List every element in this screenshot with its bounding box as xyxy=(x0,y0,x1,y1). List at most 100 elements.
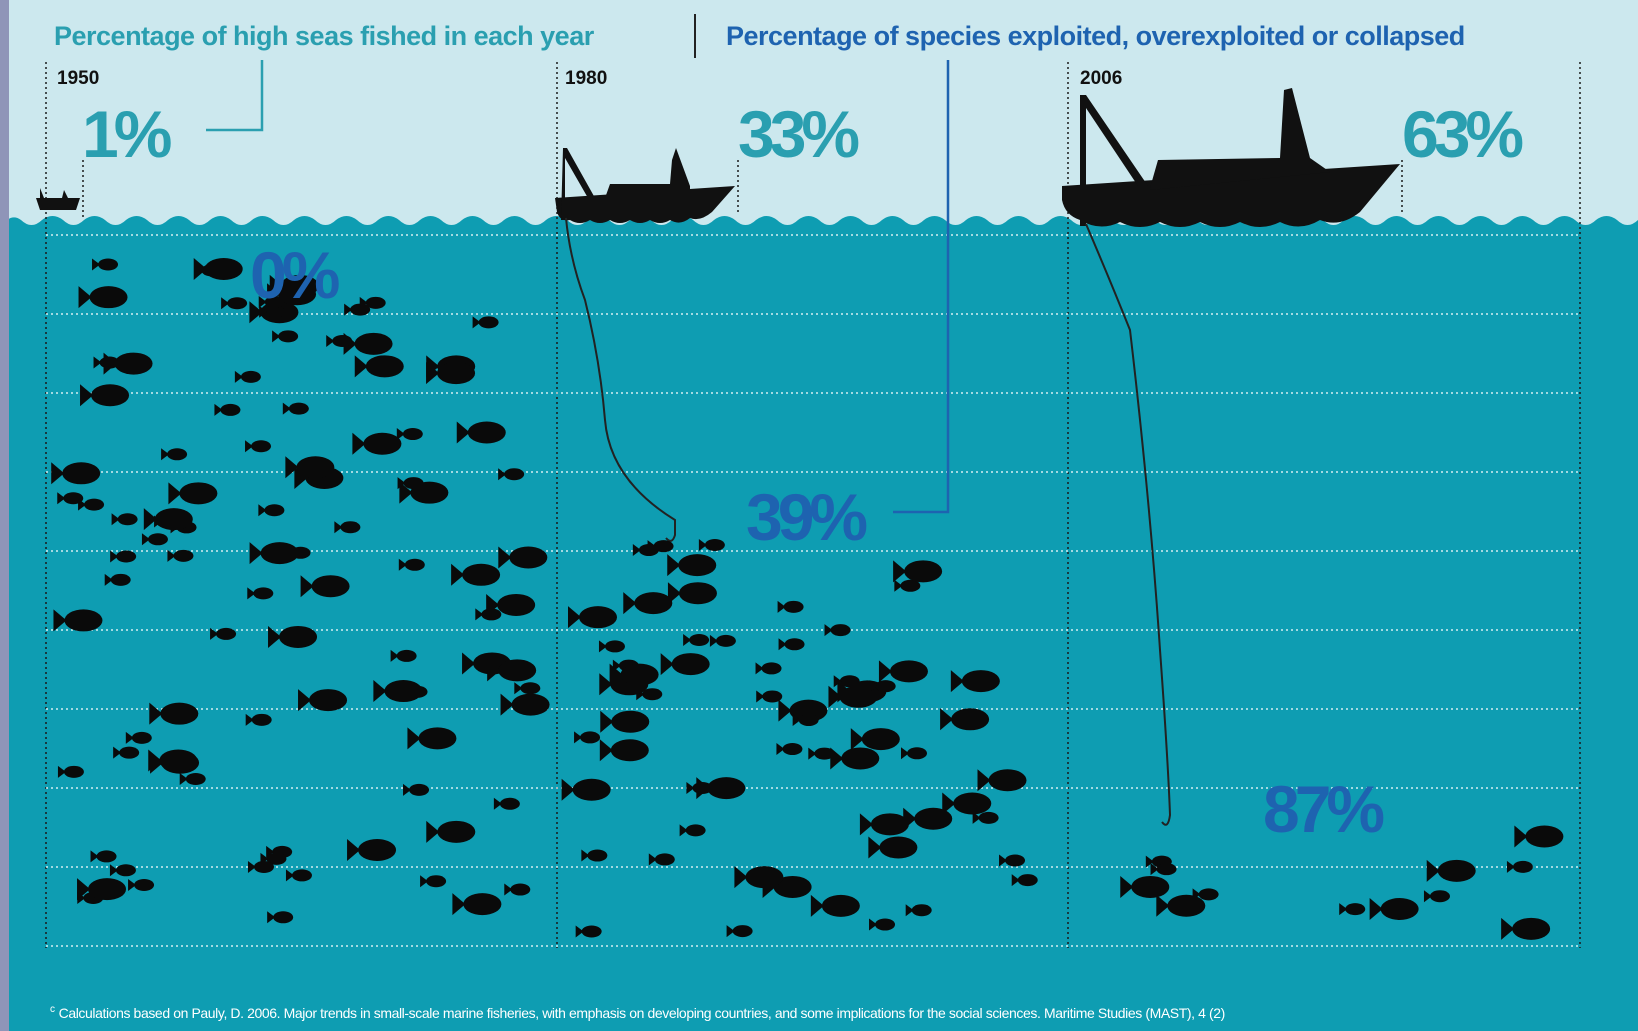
fish xyxy=(131,731,152,744)
fish xyxy=(204,257,243,280)
fish-tail xyxy=(285,456,299,479)
fish-tail xyxy=(599,739,613,762)
fish xyxy=(273,911,294,924)
fish-tail xyxy=(1156,894,1170,917)
fish-tail xyxy=(598,640,607,653)
fish xyxy=(773,875,812,898)
species-percent: 39% xyxy=(746,480,866,554)
fish xyxy=(1429,890,1450,903)
fish xyxy=(340,521,361,534)
fish-tail xyxy=(792,714,801,727)
fish-tail xyxy=(78,286,92,309)
fish-tail xyxy=(609,663,623,686)
fish xyxy=(951,708,990,731)
fish-tail xyxy=(868,836,882,859)
fish-tail xyxy=(113,746,122,759)
fish-tail xyxy=(456,421,470,444)
fish xyxy=(227,297,248,310)
fish xyxy=(253,587,274,600)
fish-tail xyxy=(77,878,91,901)
fish xyxy=(426,875,447,888)
left-title: Percentage of high seas fished in each y… xyxy=(54,21,595,51)
fish xyxy=(98,258,119,271)
fish-tail xyxy=(903,807,917,830)
fish-tail xyxy=(679,824,688,837)
fish-tail xyxy=(104,573,113,586)
fish-tail xyxy=(905,904,914,917)
fish xyxy=(88,878,127,901)
fish-tail xyxy=(972,811,981,824)
fish-tail xyxy=(824,624,833,637)
fish-tail xyxy=(869,918,878,931)
fish-tail xyxy=(426,362,440,385)
fish-tail xyxy=(648,853,657,866)
fish xyxy=(251,440,272,453)
fish-tail xyxy=(561,778,575,801)
fish-tail xyxy=(999,854,1008,867)
fish-tail xyxy=(451,563,465,586)
fish-tail xyxy=(828,685,842,708)
fish xyxy=(467,421,506,444)
fish-tail xyxy=(128,878,137,891)
fish xyxy=(784,638,805,651)
fish xyxy=(1512,917,1551,940)
fish-tail xyxy=(390,649,399,662)
fish-tail xyxy=(426,820,440,843)
fish xyxy=(179,482,218,505)
fish-tail xyxy=(210,627,219,640)
fish-tail xyxy=(249,542,263,565)
fish xyxy=(1380,897,1419,920)
fish-tail xyxy=(420,875,429,888)
fish xyxy=(96,850,117,863)
fish xyxy=(418,727,457,750)
fish xyxy=(291,869,312,882)
fish xyxy=(520,682,541,695)
fish xyxy=(879,836,918,859)
fish-tail xyxy=(398,558,407,571)
fish xyxy=(604,640,625,653)
fish xyxy=(611,710,650,733)
fish xyxy=(578,606,617,629)
fish-tail xyxy=(267,911,276,924)
fish xyxy=(63,765,84,778)
fish xyxy=(363,432,402,455)
fish-tail xyxy=(247,860,256,873)
fish-tail xyxy=(1514,825,1528,848)
connector xyxy=(893,60,950,514)
fish xyxy=(278,330,299,343)
fish xyxy=(875,918,896,931)
fish-tail xyxy=(80,384,94,407)
fish xyxy=(1512,860,1533,873)
fish-tail xyxy=(514,682,523,695)
fish xyxy=(572,778,611,801)
fish xyxy=(821,894,860,917)
fish-tail xyxy=(726,925,735,938)
fish-tail xyxy=(407,727,421,750)
fish-tail xyxy=(397,477,406,490)
fish-tail xyxy=(850,728,864,751)
fish-tail xyxy=(950,670,964,693)
fish xyxy=(642,688,663,701)
fish xyxy=(1156,863,1177,876)
fish-tail xyxy=(168,482,182,505)
fish xyxy=(839,675,860,688)
fish-tail xyxy=(734,866,748,889)
fish-tail xyxy=(869,680,878,693)
fish-tail xyxy=(942,792,956,815)
fish xyxy=(961,670,1000,693)
fish-tail xyxy=(258,296,267,309)
fish xyxy=(62,462,101,485)
fish-tail xyxy=(878,660,892,683)
boat xyxy=(36,188,80,210)
fish-tail xyxy=(833,675,842,688)
fish xyxy=(499,797,520,810)
fish xyxy=(498,659,537,682)
fish-tail xyxy=(141,533,150,546)
fish xyxy=(154,508,193,531)
fish-tail xyxy=(334,521,343,534)
fish xyxy=(384,680,423,703)
fish-tail xyxy=(258,504,267,517)
fish-tail xyxy=(894,579,903,592)
fish-tail xyxy=(600,710,614,733)
